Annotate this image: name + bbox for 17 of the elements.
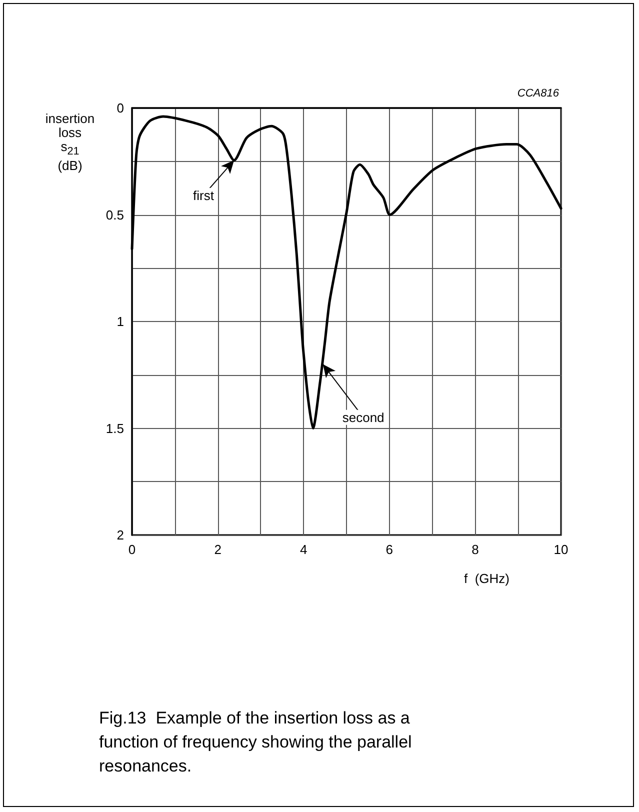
x-axis-title: f (GHz) xyxy=(464,571,510,586)
annotation: second xyxy=(342,410,384,425)
y-tick-label: 0 xyxy=(116,100,124,116)
y-axis-title: insertion loss s$_{21}$ (dB) xyxy=(44,111,96,173)
annotation: first xyxy=(192,188,214,203)
y-tick-label: 1 xyxy=(116,314,124,329)
y-tick-label: 0.5 xyxy=(106,207,124,222)
x-tick-label: 2 xyxy=(214,542,222,557)
y-tick-label: 2 xyxy=(116,528,124,542)
x-tick-label: 4 xyxy=(300,542,308,557)
y-tick-label: 1.5 xyxy=(106,420,124,436)
x-tick-label: 6 xyxy=(386,542,394,557)
caption: Fig.13 Example of the insertion loss as a function of frequency showing the parallel resonances. xyxy=(99,708,417,776)
x-tick-label: 8 xyxy=(472,542,479,557)
x-tick-label: 0 xyxy=(128,542,136,557)
x-tick-label: 10 xyxy=(554,542,568,557)
text: CCA816 xyxy=(517,88,560,100)
